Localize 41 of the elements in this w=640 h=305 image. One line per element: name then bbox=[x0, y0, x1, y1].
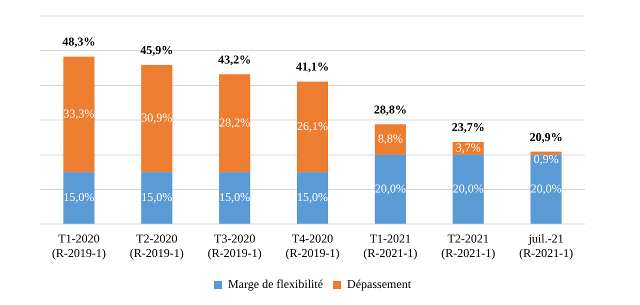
data-label: 20,0% bbox=[374, 181, 406, 196]
data-label: 15,0% bbox=[141, 190, 172, 204]
total-label: 41,1% bbox=[296, 60, 329, 74]
bar bbox=[63, 172, 94, 224]
bar bbox=[141, 172, 172, 224]
x-tick-label: juil.-21 (R-2021-1) bbox=[519, 232, 574, 260]
x-tick-label: T3-2020 (R-2019-1) bbox=[208, 232, 262, 260]
bar bbox=[219, 172, 250, 224]
bar bbox=[296, 82, 328, 172]
bar bbox=[374, 154, 406, 224]
bar bbox=[452, 154, 484, 224]
x-tick-label: T1-2020 (R-2019-1) bbox=[52, 232, 106, 260]
bar bbox=[63, 56, 94, 172]
x-tick-label: T2-2021 (R-2021-1) bbox=[441, 232, 496, 260]
legend-label: Marge de flexibilité bbox=[228, 277, 324, 292]
total-label: 20,9% bbox=[530, 130, 563, 144]
x-tick-label: T1-2021 (R-2021-1) bbox=[363, 232, 418, 260]
total-label: 23,7% bbox=[452, 120, 485, 134]
data-label: 30,9% bbox=[141, 110, 172, 125]
data-label: 20,0% bbox=[452, 181, 484, 196]
data-label: 0,9% bbox=[534, 152, 559, 166]
data-label: 15,0% bbox=[63, 190, 94, 204]
total-label: 28,8% bbox=[374, 102, 407, 116]
total-label: 45,9% bbox=[140, 43, 174, 58]
data-label: 8,8% bbox=[378, 132, 403, 146]
data-label: 28,2% bbox=[219, 115, 250, 130]
total-label: 48,3% bbox=[62, 34, 96, 49]
x-tick-label: T2-2020 (R-2019-1) bbox=[130, 232, 184, 260]
legend-label: Dépassement bbox=[347, 277, 412, 292]
bar bbox=[296, 172, 328, 224]
data-label: 3,7% bbox=[456, 140, 481, 155]
data-label: 20,0% bbox=[530, 181, 562, 196]
data-label: 15,0% bbox=[297, 190, 328, 204]
data-label: 15,0% bbox=[219, 190, 250, 204]
bar bbox=[141, 64, 172, 172]
x-tick-label: T4-2020 (R-2019-1) bbox=[286, 232, 340, 260]
total-label: 43,2% bbox=[218, 52, 252, 66]
bar bbox=[530, 152, 562, 155]
data-label: 26,1% bbox=[297, 119, 328, 134]
data-label: 33,3% bbox=[63, 106, 94, 121]
bar bbox=[219, 74, 250, 172]
